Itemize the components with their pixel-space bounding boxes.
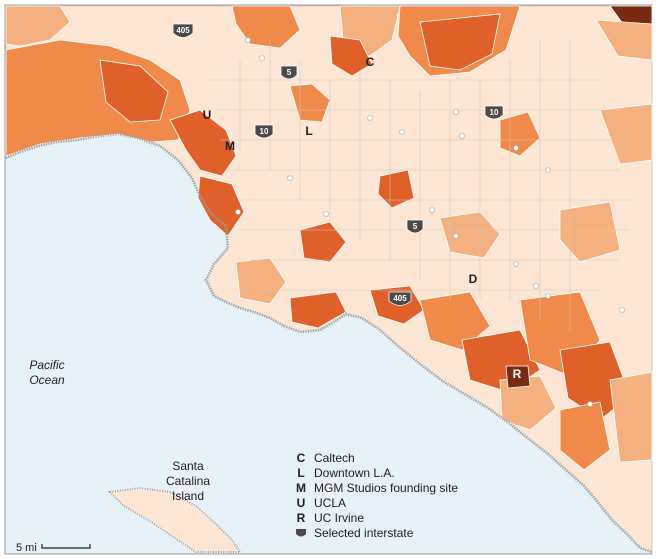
interstate-shield-10-west: 10 — [254, 124, 274, 139]
shield-number: 5 — [287, 68, 292, 77]
legend-label: MGM Studios founding site — [314, 481, 458, 495]
catalina-island — [107, 486, 242, 553]
legend-key: L — [297, 466, 304, 480]
marker-uc-irvine: R — [513, 367, 522, 381]
shield-number: 10 — [260, 127, 269, 136]
site-dots — [235, 37, 625, 407]
ocean-label-line-2: Ocean — [29, 373, 65, 387]
island-label-line-3: Island — [172, 489, 204, 503]
boundary-lines — [210, 40, 630, 330]
legend-label: Selected interstate — [314, 526, 414, 540]
interstate-shield-10-east: 10 — [484, 105, 504, 120]
choropleth-regions — [5, 5, 653, 471]
legend: C Caltech L Downtown L.A. M MGM Studios … — [296, 451, 458, 540]
legend-key: M — [296, 481, 306, 495]
interstate-shield-5-north: 5 — [280, 65, 298, 80]
water-labels: Pacific Ocean Santa Catalina Island — [29, 358, 210, 503]
interstate-shield-405-north: 405 — [172, 23, 194, 38]
marker-mgm-studios: M — [225, 139, 235, 153]
interstate-shield-5-south: 5 — [406, 219, 424, 234]
marker-downtown-la: L — [305, 124, 312, 138]
island-label-line-2: Catalina — [166, 474, 210, 488]
legend-label: UCLA — [314, 496, 346, 510]
scale-bar: 5 mi — [16, 542, 91, 554]
interstate-shield-405-south: 405 — [388, 291, 412, 306]
marker-ucla: U — [203, 108, 212, 122]
scale-line — [41, 544, 91, 549]
shield-number: 405 — [176, 26, 190, 35]
legend-label: Downtown L.A. — [314, 466, 395, 480]
legend-key: R — [297, 511, 306, 525]
interstate-shields: 405 5 10 10 5 405 — [172, 23, 504, 306]
scale-label: 5 mi — [16, 542, 37, 554]
marker-d: D — [469, 272, 478, 286]
ocean-label-line-1: Pacific — [29, 358, 64, 372]
marker-caltech: C — [366, 55, 375, 69]
legend-shield-icon — [296, 529, 306, 537]
shield-number: 5 — [413, 222, 418, 231]
island-label-line-1: Santa — [172, 459, 204, 473]
legend-label: Caltech — [314, 451, 355, 465]
legend-key: U — [297, 496, 306, 510]
shield-number: 405 — [393, 294, 407, 303]
location-markers: C L M U R D — [203, 55, 522, 381]
legend-key: C — [297, 451, 306, 465]
legend-label: UC Irvine — [314, 511, 364, 525]
shield-number: 10 — [490, 108, 499, 117]
